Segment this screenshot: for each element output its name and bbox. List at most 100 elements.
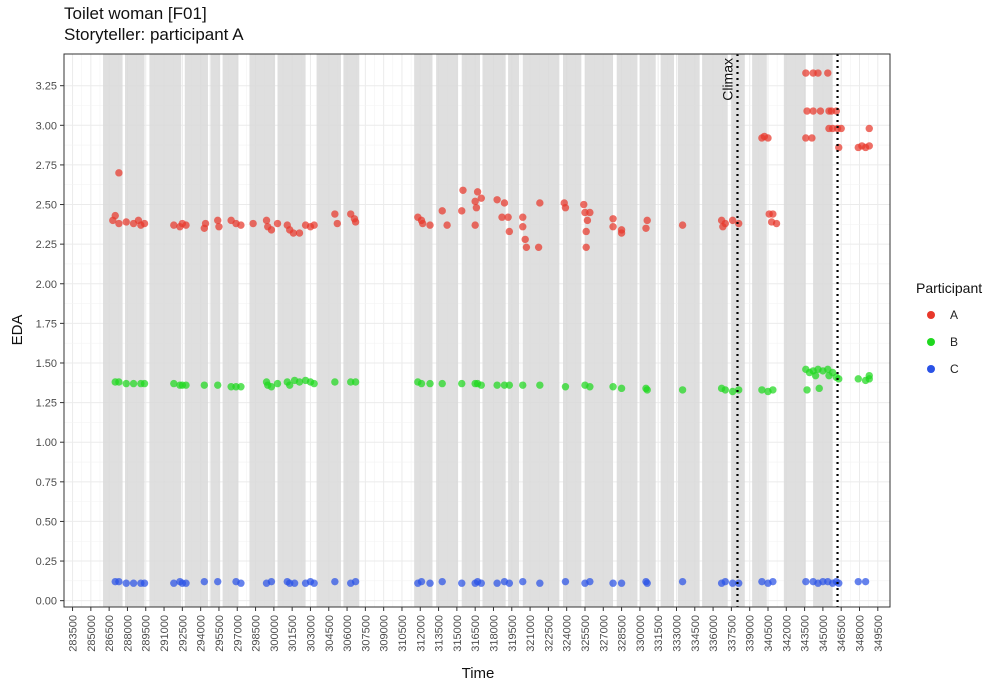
data-point-a <box>832 107 841 115</box>
data-point-a <box>115 169 123 177</box>
data-point-b <box>678 386 687 394</box>
data-point-a <box>561 203 570 212</box>
data-point-a <box>170 221 178 229</box>
data-point-c <box>122 579 130 587</box>
x-tick-label: 298500 <box>251 615 263 652</box>
data-point-a <box>865 124 873 133</box>
data-point-b <box>200 381 209 389</box>
shaded-interval <box>508 54 520 607</box>
data-point-b <box>728 387 737 396</box>
x-tick-label: 340500 <box>763 615 775 652</box>
data-point-b <box>803 386 811 394</box>
data-point-a <box>835 143 843 152</box>
data-point-c <box>678 577 687 586</box>
data-points <box>109 69 873 587</box>
data-point-a <box>816 107 825 115</box>
x-tick-label: 330000 <box>635 615 647 652</box>
data-point-a <box>642 224 650 232</box>
x-tick-label: 316500 <box>470 615 482 652</box>
y-tick-label: 2.25 <box>36 239 57 251</box>
data-point-b <box>865 371 873 380</box>
data-point-a <box>472 203 481 212</box>
data-point-c <box>835 579 843 587</box>
data-point-a <box>609 215 617 223</box>
x-tick-label: 327000 <box>598 615 610 652</box>
x-tick-label: 349500 <box>873 615 885 652</box>
x-tick-label: 324000 <box>562 615 574 652</box>
x-tick-label: 321000 <box>525 615 537 652</box>
data-point-c <box>477 579 485 587</box>
data-point-b <box>854 375 862 383</box>
x-axis-ticks: 283500 285000 286500 288000 289500 291000 2925… <box>68 607 885 652</box>
data-point-c <box>115 577 123 586</box>
shaded-interval <box>184 54 208 607</box>
y-tick-label: 3.00 <box>36 120 57 132</box>
x-tick-label: 292500 <box>177 615 189 652</box>
y-axis-title: EDA <box>9 315 26 346</box>
data-point-a <box>617 229 626 237</box>
y-axis-ticks: 0.00 0.25 0.50 0.75 1.00 1.25 1.50 1.75 2.00 2.25… <box>36 81 64 608</box>
data-point-a <box>471 221 479 229</box>
data-point-c <box>561 577 570 586</box>
data-point-a <box>331 210 339 218</box>
data-point-c <box>426 579 434 587</box>
data-point-a <box>443 221 451 229</box>
x-tick-label: 336000 <box>708 615 720 652</box>
data-point-a <box>273 219 282 228</box>
shaded-interval <box>103 54 123 607</box>
data-point-c <box>609 579 617 587</box>
chart-subtitle: Storyteller: participant A <box>64 25 244 44</box>
data-point-a <box>519 223 527 231</box>
data-point-b <box>237 383 245 391</box>
data-point-c <box>735 579 743 587</box>
data-point-c <box>129 579 138 587</box>
data-point-c <box>351 577 360 586</box>
x-tick-label: 348000 <box>854 615 866 652</box>
data-point-c <box>182 579 190 587</box>
y-tick-label: 3.25 <box>36 81 57 93</box>
data-point-b <box>331 378 339 386</box>
shaded-interval <box>461 54 481 607</box>
data-point-b <box>140 379 149 388</box>
data-point-b <box>617 384 626 393</box>
data-point-c <box>505 579 514 587</box>
data-point-a <box>865 142 873 150</box>
data-point-a <box>201 219 210 228</box>
x-tick-label: 297000 <box>232 615 244 652</box>
data-point-b <box>493 381 501 389</box>
legend-title: Participant <box>916 280 982 296</box>
shaded-interval <box>222 54 239 607</box>
data-point-a <box>536 199 544 207</box>
shaded-interval <box>522 54 560 607</box>
legend-key-c <box>927 365 935 373</box>
x-tick-label: 288000 <box>122 615 134 652</box>
data-point-a <box>809 107 817 115</box>
x-tick-label: 304500 <box>324 615 336 652</box>
data-point-a <box>735 219 743 228</box>
data-point-c <box>643 579 651 587</box>
shaded-interval <box>616 54 638 607</box>
shaded-intervals <box>103 54 833 607</box>
y-tick-label: 0.75 <box>36 477 57 489</box>
data-point-b <box>122 379 130 388</box>
x-tick-label: 294000 <box>196 615 208 652</box>
data-point-a <box>500 199 509 207</box>
data-point-c <box>519 577 527 586</box>
data-point-a <box>582 243 590 252</box>
y-tick-label: 2.00 <box>36 279 57 291</box>
x-tick-label: 283500 <box>68 615 80 652</box>
data-point-c <box>140 579 149 587</box>
x-tick-label: 300000 <box>269 615 281 652</box>
shaded-interval <box>639 54 656 607</box>
shaded-interval <box>210 54 221 607</box>
data-point-c <box>290 579 299 587</box>
data-point-b <box>519 381 527 389</box>
x-tick-label: 325500 <box>580 615 592 652</box>
data-point-a <box>808 134 816 142</box>
data-point-c <box>802 577 810 586</box>
x-tick-label: 289500 <box>141 615 153 652</box>
x-tick-label: 291000 <box>159 615 171 652</box>
data-point-a <box>498 213 506 221</box>
data-point-b <box>536 381 544 389</box>
